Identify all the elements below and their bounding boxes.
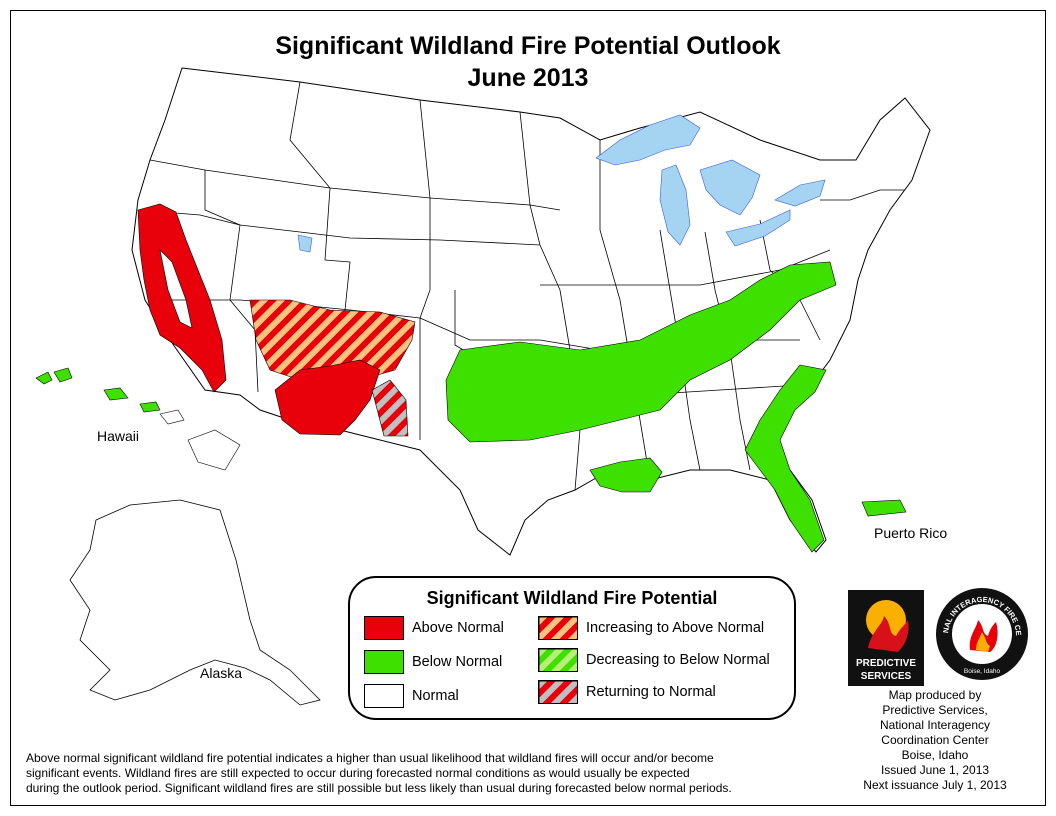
legend-title: Significant Wildland Fire Potential (426, 588, 718, 608)
map-frame (10, 10, 1046, 806)
legend: Significant Wildland Fire Potential Abov… (348, 576, 796, 720)
legend-label: Above Normal (412, 620, 504, 636)
area-below-normal-plains (445, 261, 837, 443)
footnote: Above normal significant wildland fire p… (26, 751, 836, 796)
area-returning-new-mexico (371, 379, 409, 437)
svg-text:SERVICES: SERVICES (861, 671, 912, 682)
legend-item-increasing: Increasing to Above Normal (538, 616, 764, 640)
area-below-normal-louisiana (589, 457, 663, 493)
legend-label: Returning to Normal (586, 684, 716, 700)
area-above-normal-california (137, 203, 227, 393)
legend-label: Decreasing to Below Normal (586, 652, 770, 668)
footnote-line: during the outlook period. Significant w… (26, 781, 732, 795)
area-below-normal-southeast (744, 364, 827, 553)
legend-label: Below Normal (412, 654, 503, 670)
svg-text:Boise, Idaho: Boise, Idaho (964, 668, 1001, 675)
title-line-1: Significant Wildland Fire Potential Outl… (275, 32, 781, 60)
credits: Map produced by Predictive Services, Nat… (848, 688, 1022, 793)
legend-item-decreasing: Decreasing to Below Normal (538, 648, 770, 672)
label-puerto-rico: Puerto Rico (874, 525, 948, 541)
swatch-normal (364, 684, 404, 708)
credits-line: Coordination Center (881, 733, 989, 747)
credits-line: Map produced by (888, 688, 982, 702)
title-line-2: June 2013 (467, 64, 589, 92)
map-title: Significant Wildland Fire Potential Outl… (0, 30, 1056, 94)
hawaii-islands (35, 367, 241, 471)
svg-text:PREDICTIVE: PREDICTIVE (856, 658, 916, 669)
legend-item-below-normal: Below Normal (364, 650, 502, 674)
great-lakes (595, 114, 826, 247)
footnote-line: significant events. Wildland fires are s… (26, 766, 690, 780)
nifc-logo: NATIONAL INTERAGENCY FIRE CENTER Boise, … (934, 586, 1028, 680)
legend-item-above-normal: Above Normal (364, 616, 504, 640)
swatch-decreasing (538, 648, 578, 672)
footnote-line: Above normal significant wildland fire p… (26, 751, 714, 765)
puerto-rico-outline (861, 499, 907, 517)
legend-item-normal: Normal (364, 684, 459, 708)
credits-line: Issued June 1, 2013 (880, 763, 990, 777)
credits-line: National Interagency (879, 718, 991, 732)
predictive-services-logo: PREDICTIVE SERVICES (848, 590, 924, 686)
legend-item-returning: Returning to Normal (538, 680, 716, 704)
swatch-below-normal (364, 650, 404, 674)
credits-line: Boise, Idaho (901, 748, 969, 762)
legend-label: Increasing to Above Normal (586, 620, 765, 636)
swatch-returning (538, 680, 578, 704)
label-hawaii: Hawaii (97, 428, 140, 444)
salt-lake (297, 234, 313, 253)
area-increasing-southwest (249, 299, 416, 386)
legend-label: Normal (412, 688, 459, 704)
credits-line: Predictive Services, (882, 703, 988, 717)
label-alaska: Alaska (200, 665, 243, 681)
credits-line: Next issuance July 1, 2013 (863, 778, 1007, 792)
area-above-normal-arizona (274, 359, 381, 436)
swatch-increasing (538, 616, 578, 640)
alaska-outline (69, 499, 321, 706)
swatch-above-normal (364, 616, 404, 640)
